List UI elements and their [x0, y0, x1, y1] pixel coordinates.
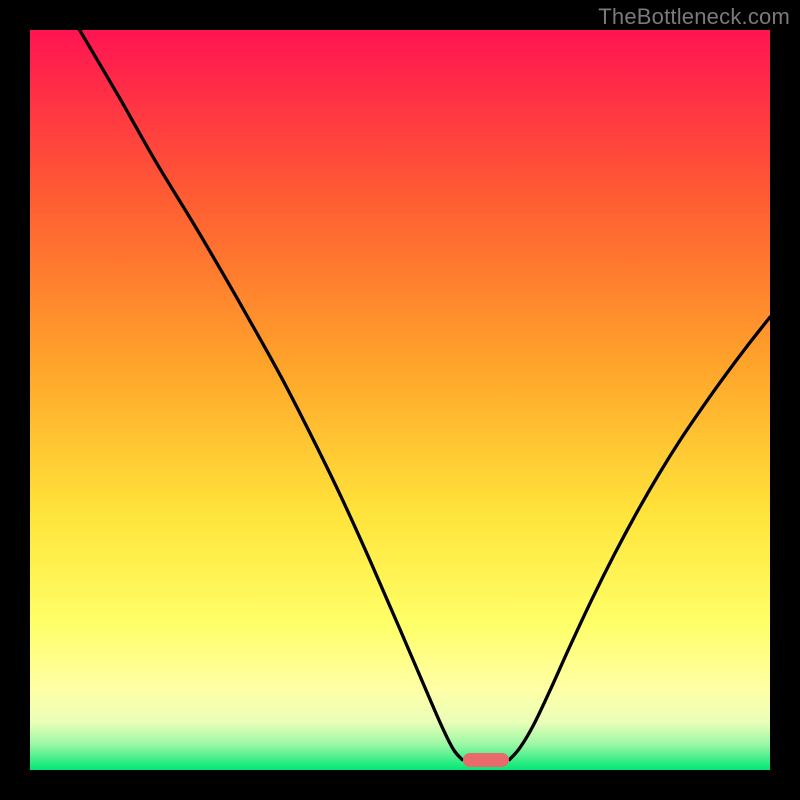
optimal-marker: [463, 753, 509, 767]
chart-container: TheBottleneck.com: [0, 0, 800, 800]
curve-right-branch: [510, 317, 770, 760]
curve-left-branch: [80, 30, 463, 760]
bottleneck-curve: [0, 0, 800, 800]
